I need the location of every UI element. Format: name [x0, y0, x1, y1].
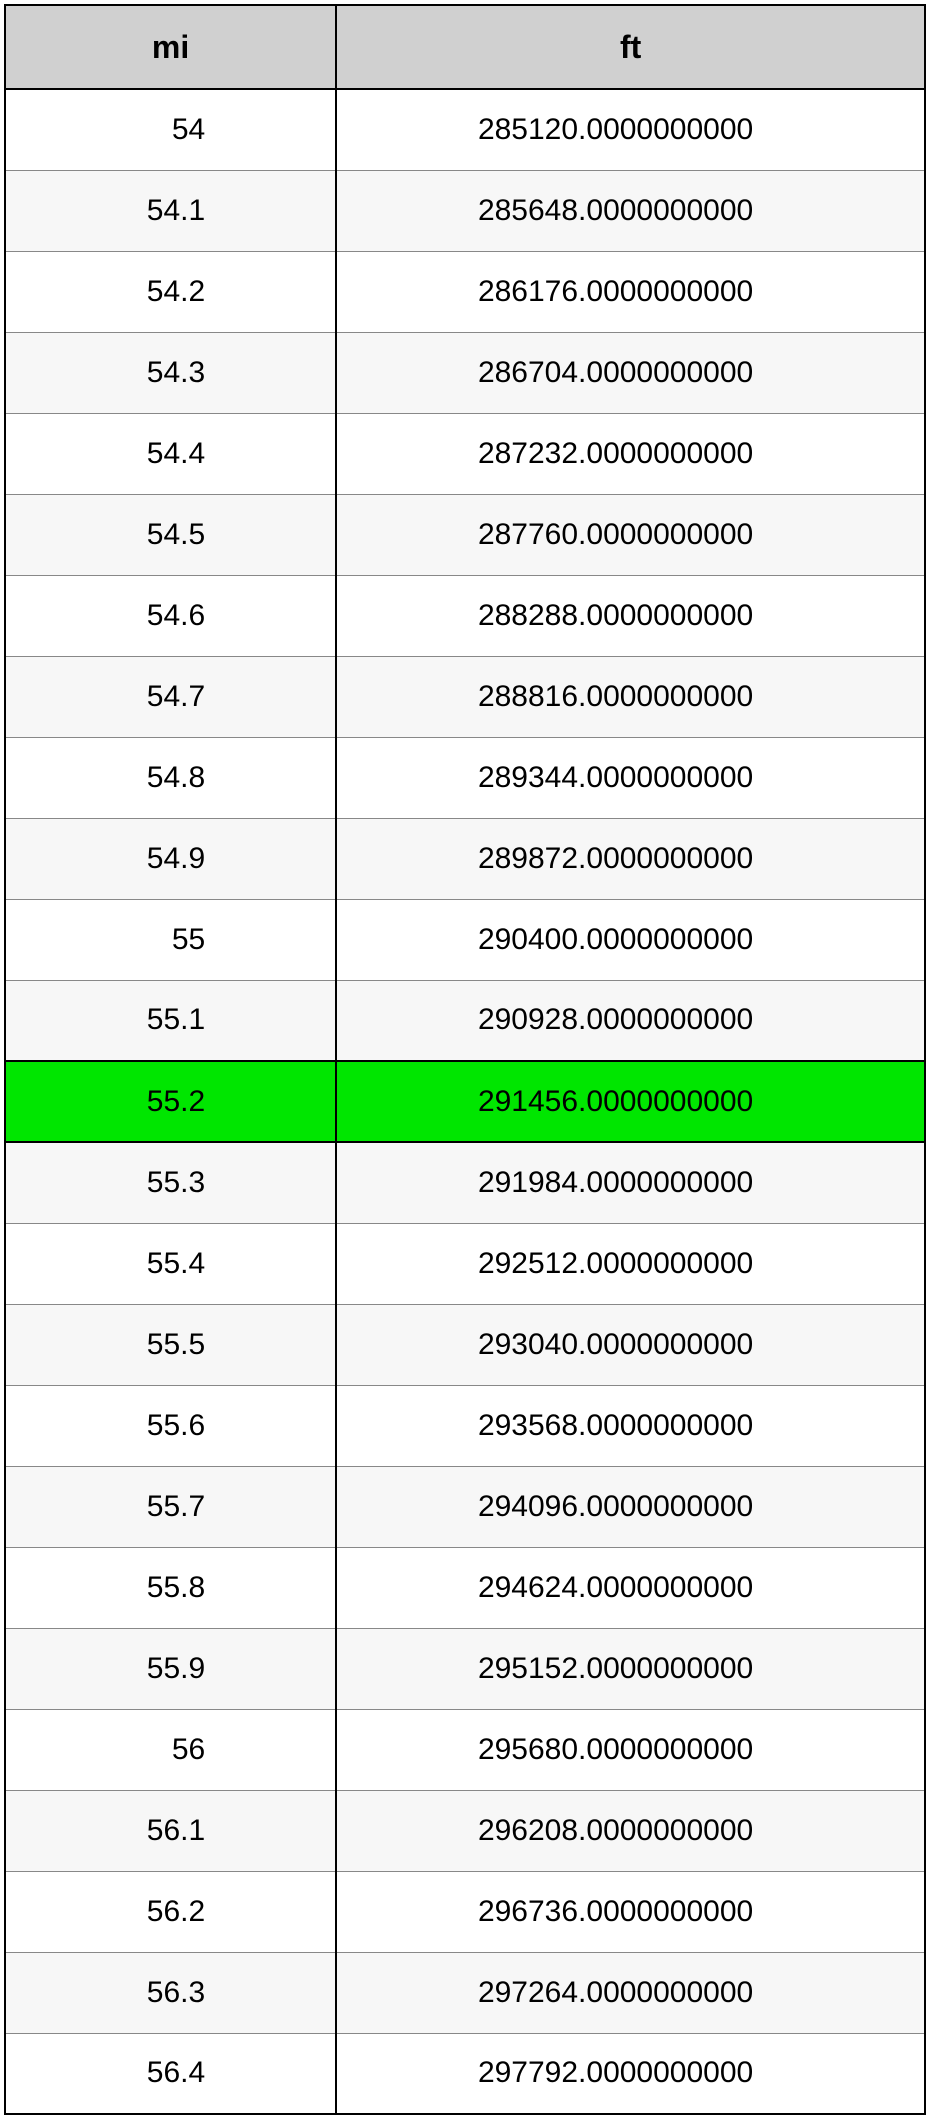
cell-mi: 54.2	[5, 251, 336, 332]
cell-mi: 54.8	[5, 737, 336, 818]
cell-mi: 55.3	[5, 1142, 336, 1223]
cell-ft: 294624.0000000000	[336, 1547, 925, 1628]
table-row: 55.2291456.0000000000	[5, 1061, 925, 1142]
cell-mi: 55.6	[5, 1385, 336, 1466]
table-row: 54.7288816.0000000000	[5, 656, 925, 737]
cell-mi: 55.1	[5, 980, 336, 1061]
cell-mi: 55.4	[5, 1223, 336, 1304]
table-row: 55.9295152.0000000000	[5, 1628, 925, 1709]
table-row: 56.2296736.0000000000	[5, 1871, 925, 1952]
cell-mi: 55.2	[5, 1061, 336, 1142]
cell-ft: 295680.0000000000	[336, 1709, 925, 1790]
cell-ft: 287760.0000000000	[336, 494, 925, 575]
cell-mi: 55.5	[5, 1304, 336, 1385]
table-row: 55.1290928.0000000000	[5, 980, 925, 1061]
cell-mi: 56.2	[5, 1871, 336, 1952]
cell-mi: 54.7	[5, 656, 336, 737]
table-row: 54.1285648.0000000000	[5, 170, 925, 251]
cell-ft: 288288.0000000000	[336, 575, 925, 656]
table-row: 54285120.0000000000	[5, 89, 925, 170]
cell-mi: 54	[5, 89, 336, 170]
table-row: 56.3297264.0000000000	[5, 1952, 925, 2033]
cell-ft: 293568.0000000000	[336, 1385, 925, 1466]
cell-mi: 54.5	[5, 494, 336, 575]
cell-mi: 54.1	[5, 170, 336, 251]
cell-mi: 54.9	[5, 818, 336, 899]
cell-mi: 56	[5, 1709, 336, 1790]
cell-ft: 292512.0000000000	[336, 1223, 925, 1304]
table-row: 54.8289344.0000000000	[5, 737, 925, 818]
cell-ft: 290400.0000000000	[336, 899, 925, 980]
cell-mi: 54.3	[5, 332, 336, 413]
cell-ft: 296208.0000000000	[336, 1790, 925, 1871]
cell-ft: 287232.0000000000	[336, 413, 925, 494]
cell-ft: 290928.0000000000	[336, 980, 925, 1061]
cell-mi: 56.1	[5, 1790, 336, 1871]
header-mi: mi	[5, 5, 336, 89]
cell-ft: 289344.0000000000	[336, 737, 925, 818]
table-row: 55.5293040.0000000000	[5, 1304, 925, 1385]
table-row: 56.1296208.0000000000	[5, 1790, 925, 1871]
table-row: 54.5287760.0000000000	[5, 494, 925, 575]
cell-mi: 55.7	[5, 1466, 336, 1547]
cell-ft: 286704.0000000000	[336, 332, 925, 413]
cell-mi: 55	[5, 899, 336, 980]
table-row: 54.9289872.0000000000	[5, 818, 925, 899]
table-body: 54285120.000000000054.1285648.0000000000…	[5, 89, 925, 2114]
cell-ft: 285648.0000000000	[336, 170, 925, 251]
table-row: 55290400.0000000000	[5, 899, 925, 980]
header-row: mi ft	[5, 5, 925, 89]
cell-ft: 294096.0000000000	[336, 1466, 925, 1547]
cell-ft: 297792.0000000000	[336, 2033, 925, 2114]
cell-ft: 285120.0000000000	[336, 89, 925, 170]
cell-mi: 54.4	[5, 413, 336, 494]
cell-mi: 54.6	[5, 575, 336, 656]
table-row: 54.4287232.0000000000	[5, 413, 925, 494]
cell-mi: 55.9	[5, 1628, 336, 1709]
table-row: 56295680.0000000000	[5, 1709, 925, 1790]
cell-ft: 291984.0000000000	[336, 1142, 925, 1223]
table-row: 56.4297792.0000000000	[5, 2033, 925, 2114]
table-row: 54.6288288.0000000000	[5, 575, 925, 656]
table-row: 55.7294096.0000000000	[5, 1466, 925, 1547]
table-row: 55.3291984.0000000000	[5, 1142, 925, 1223]
table-row: 55.6293568.0000000000	[5, 1385, 925, 1466]
header-ft: ft	[336, 5, 925, 89]
cell-ft: 293040.0000000000	[336, 1304, 925, 1385]
table-row: 54.2286176.0000000000	[5, 251, 925, 332]
cell-ft: 297264.0000000000	[336, 1952, 925, 2033]
cell-mi: 56.4	[5, 2033, 336, 2114]
cell-ft: 296736.0000000000	[336, 1871, 925, 1952]
cell-ft: 288816.0000000000	[336, 656, 925, 737]
cell-ft: 286176.0000000000	[336, 251, 925, 332]
cell-ft: 291456.0000000000	[336, 1061, 925, 1142]
table-row: 54.3286704.0000000000	[5, 332, 925, 413]
conversion-table: mi ft 54285120.000000000054.1285648.0000…	[4, 4, 926, 2115]
cell-mi: 56.3	[5, 1952, 336, 2033]
cell-ft: 289872.0000000000	[336, 818, 925, 899]
table-row: 55.4292512.0000000000	[5, 1223, 925, 1304]
table-row: 55.8294624.0000000000	[5, 1547, 925, 1628]
cell-ft: 295152.0000000000	[336, 1628, 925, 1709]
cell-mi: 55.8	[5, 1547, 336, 1628]
